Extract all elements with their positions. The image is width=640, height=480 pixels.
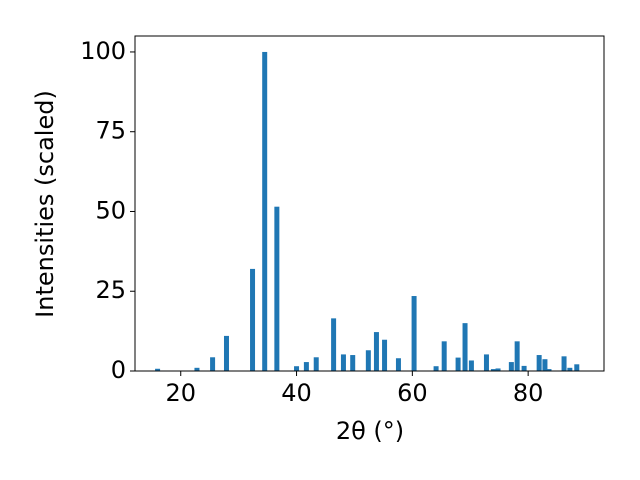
bar <box>262 51 268 371</box>
bar <box>441 341 447 371</box>
bar <box>250 268 256 371</box>
bar <box>350 355 356 371</box>
bar <box>495 368 501 371</box>
bar <box>508 362 514 371</box>
bar <box>274 206 280 371</box>
bar <box>194 367 200 371</box>
bar <box>574 364 580 371</box>
bar <box>561 356 567 371</box>
bar <box>411 296 417 371</box>
bar <box>455 357 461 371</box>
bar <box>514 341 520 371</box>
bar <box>331 318 337 371</box>
y-tick-label: 0 <box>111 356 126 384</box>
bar <box>365 350 371 371</box>
y-axis-label: Intensities (scaled) <box>31 90 59 318</box>
bar <box>433 366 439 371</box>
y-tick-label: 50 <box>95 196 126 224</box>
bar <box>313 357 319 371</box>
bar <box>210 357 216 371</box>
bar <box>340 354 346 371</box>
bar <box>521 365 527 371</box>
bar <box>382 339 388 371</box>
bar <box>546 369 552 371</box>
bar <box>223 335 229 371</box>
bar <box>462 323 468 371</box>
x-tick-label: 20 <box>165 379 196 407</box>
x-tick-label: 40 <box>281 379 312 407</box>
y-tick-label: 25 <box>95 276 126 304</box>
x-axis-label: 2θ (°) <box>336 417 404 445</box>
bar <box>303 362 309 371</box>
bar <box>490 369 496 371</box>
y-tick-label: 75 <box>95 117 126 145</box>
y-tick-label: 100 <box>80 37 126 65</box>
x-tick-label: 60 <box>397 379 428 407</box>
bar <box>155 368 161 371</box>
bar <box>468 360 474 371</box>
bar <box>395 358 401 371</box>
bar <box>294 366 300 371</box>
bar <box>373 332 379 371</box>
bar <box>567 367 573 371</box>
bar <box>483 354 489 371</box>
bar <box>536 355 542 371</box>
bar <box>542 359 548 371</box>
x-tick-label: 80 <box>513 379 544 407</box>
plot-frame <box>134 35 605 372</box>
